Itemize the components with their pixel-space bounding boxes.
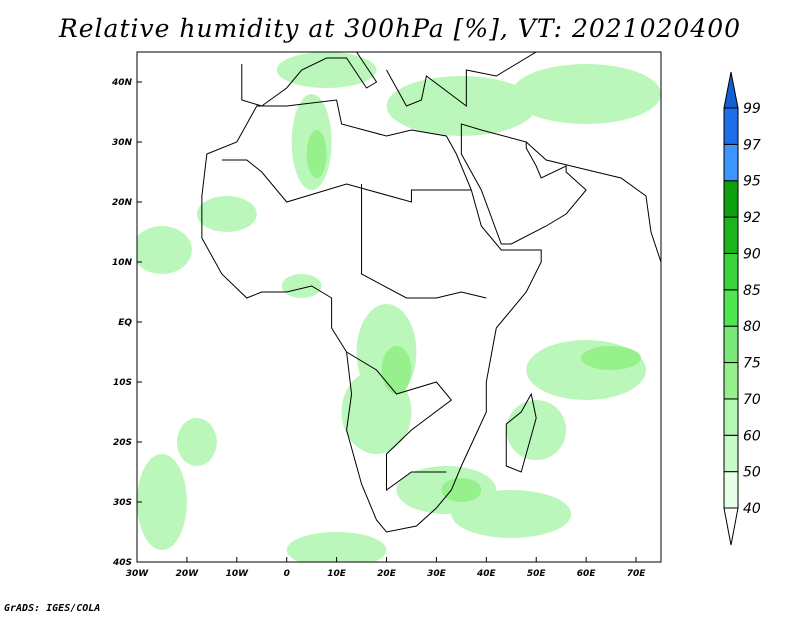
map-area — [137, 52, 661, 562]
colorbar-label: 95 — [743, 174, 761, 190]
colorbar-segment — [723, 289, 739, 327]
colorbar-segment — [723, 180, 739, 218]
colorbar-label: 80 — [743, 319, 761, 335]
lat-tick-label: 10S — [113, 378, 132, 388]
colorbar-segment — [723, 143, 739, 182]
lon-tick-label: 70E — [627, 569, 647, 579]
coastlines — [202, 52, 661, 532]
colorbar-label: 70 — [743, 392, 761, 408]
colorbar-segment — [723, 398, 739, 436]
humidity-field — [137, 52, 661, 562]
colorbar-label: 85 — [743, 283, 761, 299]
lat-tick-label: 40S — [112, 558, 132, 568]
colorbar-segment — [723, 471, 739, 509]
colorbar-segment — [723, 252, 739, 291]
lon-tick-label: 0 — [284, 569, 290, 579]
lon-tick-label: 20W — [176, 569, 200, 579]
colorbar-label: 92 — [743, 210, 761, 226]
footer-credit: GrADS: IGES/COLA — [4, 603, 101, 614]
lon-tick-label: 30E — [427, 569, 447, 579]
colorbar-segment — [723, 107, 739, 145]
plot-title: Relative humidity at 300hPa [%], VT: 202… — [58, 14, 742, 43]
lon-tick-label: 50E — [527, 569, 547, 579]
colorbar: 40 50 60 70 75 80 85 90 92 95 97 99 — [723, 71, 761, 546]
map-frame — [136, 51, 662, 563]
lon-tick-label: 10E — [327, 569, 347, 579]
lat-tick-label: 30N — [112, 138, 133, 148]
colorbar-label: 75 — [743, 356, 761, 372]
lon-tick-label: 10W — [226, 569, 250, 579]
colorbar-label: 60 — [743, 428, 761, 444]
lon-tick-label: 20E — [377, 569, 397, 579]
colorbar-segment — [723, 362, 739, 400]
axis-ticks: 30W 20W 10W 0 10E 20E 30E 40E 50E 60E 70E 40S 30S 20S… — [111, 78, 646, 579]
lat-tick-label: EQ — [118, 318, 132, 328]
colorbar-segment — [723, 434, 739, 473]
colorbar-label: 97 — [743, 137, 761, 153]
lat-tick-label: 10N — [112, 258, 133, 268]
colorbar-under-arrow — [723, 507, 739, 546]
lon-tick-label: 40E — [476, 569, 497, 579]
colorbar-label: 40 — [743, 501, 761, 517]
lat-tick-label: 20S — [113, 438, 132, 448]
lon-tick-label: 60E — [577, 569, 597, 579]
colorbar-label: 99 — [743, 101, 761, 117]
colorbar-over-arrow — [723, 71, 739, 109]
lon-tick-label: 30W — [126, 569, 150, 579]
colorbar-label: 90 — [743, 246, 761, 262]
colorbar-label: 50 — [743, 465, 761, 481]
lat-tick-label: 40N — [111, 78, 133, 88]
lat-tick-label: 20N — [112, 198, 133, 208]
lat-tick-label: 30S — [113, 498, 132, 508]
colorbar-segment — [723, 325, 739, 364]
colorbar-segment — [723, 216, 739, 254]
